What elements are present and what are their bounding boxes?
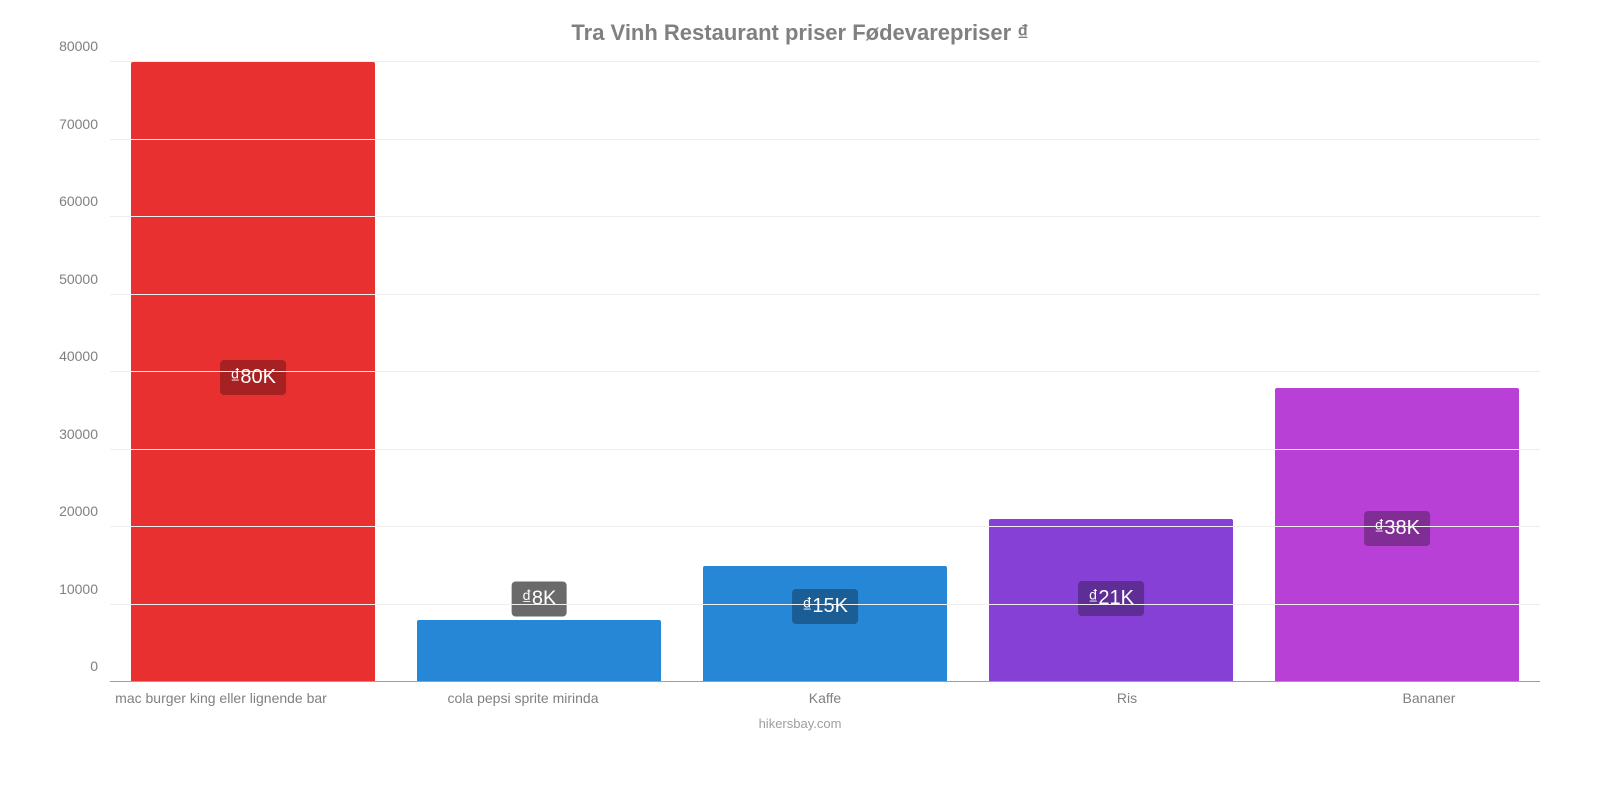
bar: ₫21K [989,519,1232,682]
y-tick-label: 0 [90,658,110,674]
y-tick-label: 30000 [59,426,110,442]
x-axis-label: Kaffe [674,682,976,707]
y-tick-label: 80000 [59,38,110,54]
chart-title: Tra Vinh Restaurant priser Fødevareprise… [40,20,1560,46]
grid-line [110,61,1540,62]
grid-line [110,294,1540,295]
y-tick-label: 20000 [59,503,110,519]
bar-slot: ₫80K [110,62,396,682]
grid-line [110,449,1540,450]
price-bar-chart: Tra Vinh Restaurant priser Fødevareprise… [0,0,1600,800]
grid-line [110,526,1540,527]
bars-container: ₫80K ₫8K ₫15K ₫21K ₫38K [110,62,1540,682]
bar: ₫15K [703,566,946,682]
bar-slot: ₫21K [968,62,1254,682]
x-axis-label: mac burger king eller lignende bar [70,682,372,707]
bar: ₫8K [417,620,660,682]
bar-slot: ₫38K [1254,62,1540,682]
bar-value-badge: ₫38K [1364,511,1430,546]
grid-line [110,216,1540,217]
y-tick-label: 10000 [59,581,110,597]
bar-value-badge: ₫8K [512,582,567,617]
bar-value-badge: ₫21K [1078,581,1144,616]
plot-area: ₫80K₫8K₫15K₫21K₫38K 01000020000300004000… [110,62,1540,682]
x-axis-label: Bananer [1278,682,1580,707]
grid-line [110,604,1540,605]
source-text: hikersbay.com [0,716,1600,731]
y-tick-label: 70000 [59,116,110,132]
bar-value-badge: ₫15K [792,589,858,624]
bar: ₫38K [1275,388,1518,683]
y-tick-label: 40000 [59,348,110,364]
bar-slot: ₫15K [682,62,968,682]
bar-value-badge: ₫80K [220,360,286,395]
x-axis-labels: mac burger king eller lignende barcola p… [70,682,1580,707]
bar-slot: ₫8K [396,62,682,682]
x-axis-label: Ris [976,682,1278,707]
y-tick-label: 50000 [59,271,110,287]
x-axis-label: cola pepsi sprite mirinda [372,682,674,707]
grid-line [110,371,1540,372]
bar: ₫80K [131,62,374,682]
grid-line [110,139,1540,140]
y-tick-label: 60000 [59,193,110,209]
